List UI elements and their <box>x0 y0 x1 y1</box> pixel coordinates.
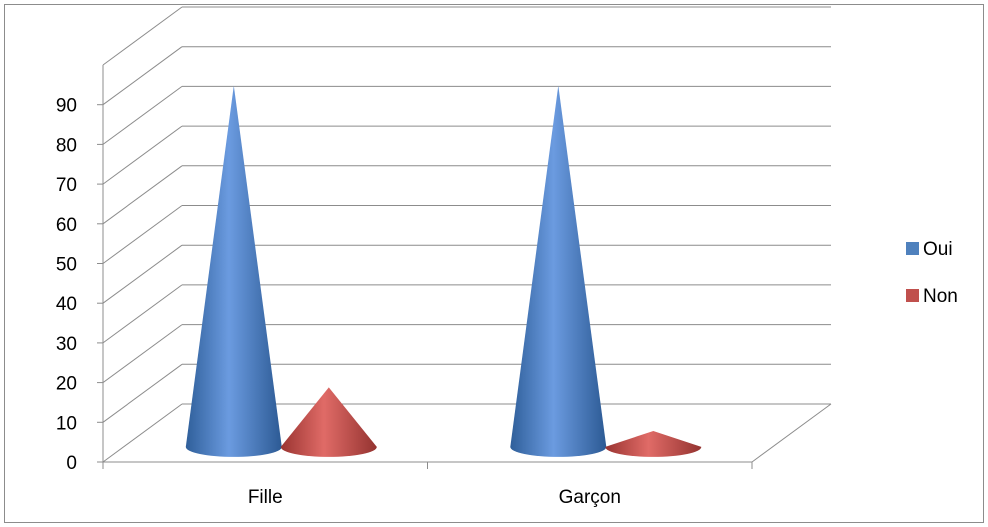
chart-walls <box>182 403 832 463</box>
legend-label: Non <box>923 286 958 307</box>
gridline-side <box>102 125 183 185</box>
y-tick-label: 90 <box>56 96 77 117</box>
gridline-side <box>102 6 183 66</box>
chart-frame <box>4 4 984 523</box>
x-axis-categories: Fille Garçon <box>248 487 621 508</box>
y-tick-label: 60 <box>56 215 77 236</box>
cone-body <box>280 387 377 457</box>
y-axis-ticks: 0 10 20 30 40 50 60 70 80 90 <box>56 96 77 474</box>
series-cones <box>185 85 702 457</box>
gridline-side <box>102 165 183 225</box>
gridline-side <box>102 284 183 344</box>
cone-body <box>605 430 702 457</box>
cone-body <box>185 85 282 457</box>
legend-swatch <box>906 242 919 255</box>
gridline-side <box>102 85 183 145</box>
gridline-side <box>102 244 183 304</box>
x-category-label: Fille <box>248 487 283 508</box>
x-category-label: Garçon <box>559 487 621 508</box>
y-tick-label: 80 <box>56 135 77 156</box>
gridline-side <box>102 46 183 106</box>
cone-non-1 <box>605 430 702 457</box>
floor-right-edge <box>751 403 832 463</box>
axes <box>97 65 753 469</box>
y-tick-label: 40 <box>56 294 77 315</box>
y-tick-label: 30 <box>56 334 77 355</box>
floor-left-edge <box>102 403 183 463</box>
gridline-side <box>102 363 183 423</box>
y-tick-label: 50 <box>56 255 77 276</box>
cone-body <box>510 85 607 457</box>
y-tick-label: 20 <box>56 374 77 395</box>
cone-oui-0 <box>185 85 282 457</box>
legend-swatch <box>906 289 919 302</box>
gridline-side <box>102 324 183 384</box>
y-tick-label: 70 <box>56 175 77 196</box>
y-tick-label: 0 <box>66 453 77 474</box>
legend-label: Oui <box>923 239 953 260</box>
cone-non-0 <box>280 387 377 457</box>
gridline-side <box>102 205 183 264</box>
legend: Oui Non <box>906 239 958 307</box>
cone-oui-1 <box>510 85 607 457</box>
y-tick-label: 10 <box>56 413 77 434</box>
gridlines <box>102 6 831 423</box>
